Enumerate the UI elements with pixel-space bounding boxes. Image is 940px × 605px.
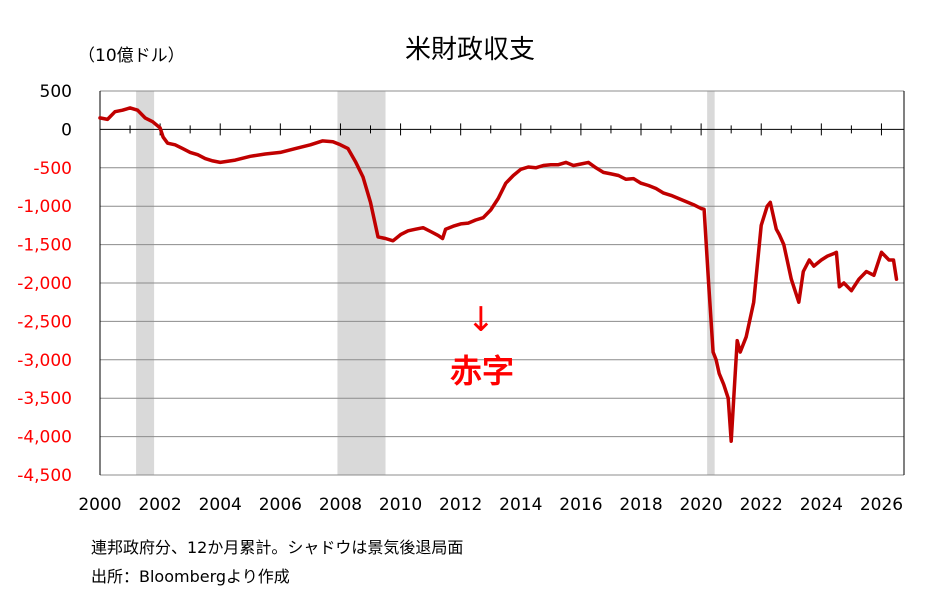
chart-title: 米財政収支 — [405, 35, 535, 65]
deficit-arrow: ↓ — [467, 300, 496, 340]
x-tick-label: 2006 — [259, 495, 302, 515]
footnote-description: 連邦政府分、12か月累計。シャドウは景気後退局面 — [91, 538, 463, 557]
x-tick-label: 2020 — [679, 495, 722, 515]
x-tick-label: 2000 — [78, 495, 121, 515]
footnote-source: 出所：Bloombergより作成 — [91, 567, 290, 586]
y-tick-label: -1,000 — [17, 197, 72, 217]
y-tick-label: -1,500 — [17, 236, 72, 256]
deficit-label: 赤字 — [450, 352, 514, 390]
x-tick-marks — [99, 123, 882, 136]
y-tick-label: -2,000 — [17, 274, 72, 294]
y-tick-label: -2,500 — [17, 312, 72, 332]
gridlines — [100, 90, 904, 476]
x-tick-label: 2010 — [379, 495, 422, 515]
x-tick-label: 2014 — [499, 495, 542, 515]
y-tick-label: 0 — [61, 120, 72, 140]
y-tick-label: -3,500 — [17, 389, 72, 409]
y-tick-label: -500 — [33, 159, 72, 179]
y-tick-label: -4,000 — [17, 428, 72, 448]
x-tick-label: 2008 — [319, 495, 362, 515]
x-tick-labels: 2000 2002 2004 2006 2008 2010 2012 2014 2016 2018… — [78, 495, 903, 515]
x-tick-label: 2012 — [439, 495, 482, 515]
x-tick-label: 2018 — [619, 495, 662, 515]
x-tick-label: 2016 — [559, 495, 602, 515]
x-tick-label: 2002 — [138, 495, 181, 515]
y-tick-label: -3,000 — [17, 351, 72, 371]
x-tick-label: 2004 — [199, 495, 242, 515]
unit-label: （10億ドル） — [78, 46, 185, 66]
x-tick-label: 2022 — [740, 495, 783, 515]
y-tick-label: 500 — [40, 82, 72, 102]
y-tick-labels: 500 0 -500 -1,000 -1,500 -2,000 -2,500 -3,000 -3… — [17, 82, 72, 486]
x-tick-label: 2026 — [860, 495, 903, 515]
y-tick-label: -4,500 — [17, 466, 72, 486]
x-tick-label: 2024 — [800, 495, 843, 515]
deficit-series-line — [98, 106, 899, 443]
